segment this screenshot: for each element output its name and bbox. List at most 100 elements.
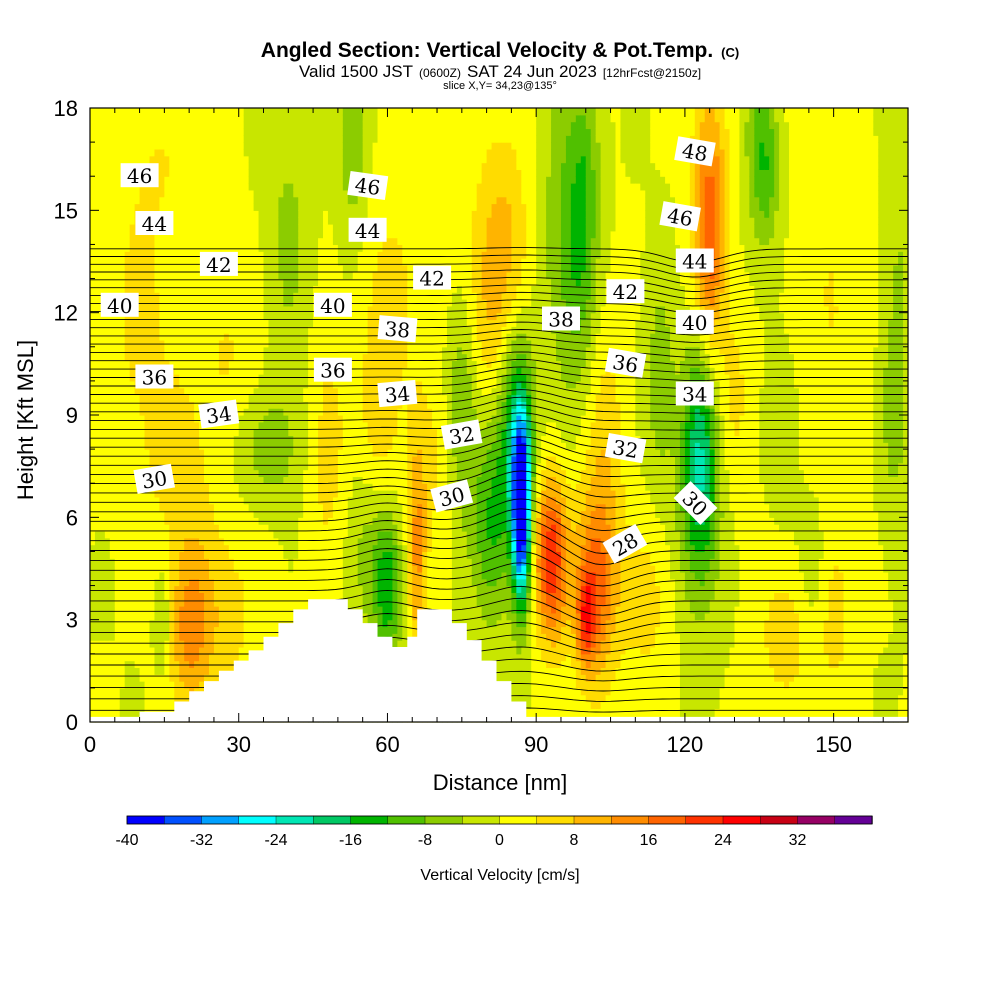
velocity-cell <box>213 599 220 607</box>
velocity-cell <box>357 203 364 211</box>
velocity-cell <box>174 558 180 566</box>
velocity-cell <box>223 203 230 211</box>
velocity-cell <box>238 223 245 232</box>
velocity-cell <box>189 558 195 566</box>
velocity-cell <box>179 196 185 205</box>
velocity-cell <box>218 367 225 375</box>
velocity-cell <box>293 108 299 116</box>
velocity-cell <box>104 646 111 655</box>
velocity-cell <box>308 571 314 580</box>
velocity-cell <box>248 217 255 225</box>
velocity-cell <box>104 196 111 205</box>
velocity-cell <box>189 128 195 136</box>
velocity-cell <box>347 142 354 150</box>
velocity-cell <box>238 148 245 157</box>
velocity-cell <box>129 653 136 662</box>
velocity-cell <box>313 353 319 362</box>
velocity-cell <box>189 278 195 286</box>
velocity-cell <box>208 121 215 130</box>
velocity-cell <box>90 640 96 648</box>
velocity-cell <box>129 108 136 116</box>
velocity-cell <box>233 565 240 573</box>
velocity-cell <box>119 114 126 123</box>
velocity-cell <box>194 510 200 518</box>
velocity-cell <box>139 462 146 471</box>
velocity-cell <box>99 251 106 259</box>
velocity-cell <box>347 203 354 211</box>
velocity-cell <box>228 319 235 327</box>
velocity-cell <box>263 496 270 505</box>
velocity-cell <box>184 585 190 593</box>
velocity-cell <box>258 503 265 512</box>
velocity-cell <box>104 121 111 130</box>
velocity-cell <box>347 490 354 498</box>
velocity-cell <box>114 230 121 239</box>
velocity-cell <box>144 558 151 566</box>
velocity-cell <box>342 230 349 239</box>
velocity-cell <box>99 530 106 539</box>
velocity-cell <box>298 305 304 314</box>
velocity-cell <box>114 367 121 375</box>
velocity-cell <box>308 108 314 116</box>
velocity-cell <box>204 353 210 362</box>
velocity-cell <box>134 571 141 580</box>
velocity-cell <box>119 128 126 136</box>
velocity-cell <box>258 551 265 559</box>
velocity-cell <box>184 551 190 559</box>
velocity-cell <box>288 360 294 368</box>
velocity-cell <box>199 189 205 198</box>
velocity-cell <box>109 558 116 566</box>
velocity-cell <box>263 346 270 355</box>
velocity-cell <box>179 394 185 402</box>
velocity-cell <box>313 237 319 246</box>
velocity-cell <box>124 585 131 593</box>
velocity-cell <box>313 285 319 293</box>
velocity-cell <box>199 476 205 484</box>
velocity-cell <box>199 326 205 334</box>
velocity-cell <box>258 421 265 430</box>
velocity-cell <box>258 251 265 259</box>
velocity-cell <box>159 551 165 559</box>
velocity-cell <box>327 551 334 559</box>
velocity-cell <box>228 592 235 600</box>
velocity-cell <box>109 503 116 512</box>
velocity-cell <box>194 578 200 587</box>
velocity-cell <box>332 183 339 191</box>
velocity-cell <box>298 223 304 232</box>
velocity-cell <box>169 148 175 157</box>
velocity-cell <box>179 653 185 662</box>
velocity-cell <box>327 449 334 457</box>
velocity-cell <box>332 530 339 539</box>
velocity-cell <box>169 162 175 170</box>
velocity-cell <box>208 612 215 621</box>
velocity-cell <box>332 346 339 355</box>
velocity-cell <box>313 326 319 334</box>
velocity-cell <box>238 210 245 218</box>
velocity-cell <box>179 578 185 587</box>
velocity-cell <box>278 421 284 430</box>
velocity-cell <box>144 108 151 116</box>
velocity-cell <box>337 196 344 205</box>
velocity-cell <box>308 142 314 150</box>
velocity-cell <box>308 258 314 266</box>
velocity-cell <box>164 189 170 198</box>
velocity-cell <box>109 210 116 218</box>
velocity-cell <box>288 565 294 573</box>
velocity-cell <box>283 496 289 505</box>
velocity-cell <box>139 455 146 464</box>
velocity-cell <box>99 333 106 341</box>
velocity-cell <box>104 537 111 546</box>
velocity-cell <box>189 380 195 389</box>
velocity-cell <box>288 401 294 409</box>
velocity-cell <box>288 299 294 307</box>
velocity-cell <box>90 469 96 477</box>
velocity-cell <box>149 387 156 396</box>
velocity-cell <box>169 128 175 136</box>
velocity-cell <box>104 155 111 164</box>
velocity-cell <box>114 155 121 164</box>
velocity-cell <box>94 606 101 614</box>
velocity-cell <box>109 251 116 259</box>
velocity-cell <box>119 646 126 655</box>
velocity-cell <box>169 612 175 621</box>
velocity-cell <box>199 646 205 655</box>
